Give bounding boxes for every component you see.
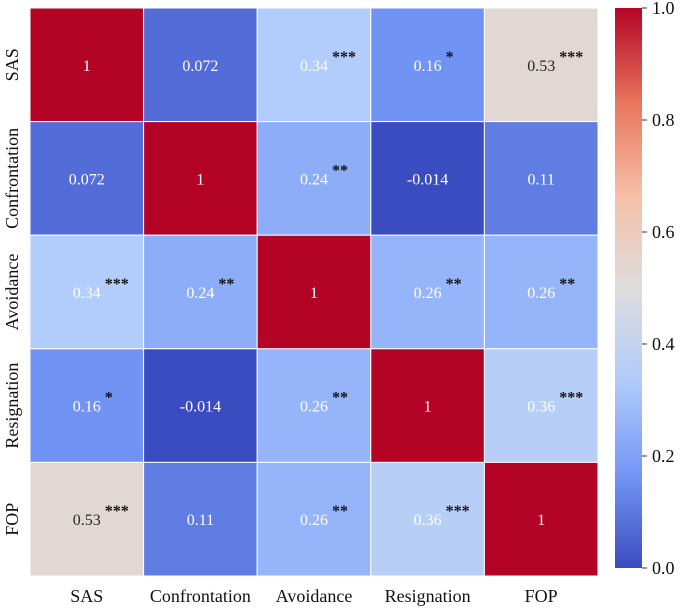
cell-value-label: 1 <box>310 285 318 302</box>
significance-stars: ** <box>218 276 234 293</box>
cell-value-label: -0.014 <box>407 171 448 188</box>
significance-stars: *** <box>105 276 129 293</box>
heatmap-cell-1-0 <box>29 121 145 236</box>
cell-value-label: 0.26 <box>300 512 328 529</box>
cell-value-label: 0.072 <box>69 171 105 188</box>
heatmap-cell-4-0 <box>29 461 145 577</box>
x-tick-label: SAS <box>70 586 103 606</box>
heatmap-cell-4-1 <box>143 461 258 577</box>
heatmap-cell-0-4 <box>483 7 599 123</box>
heatmap-cell-3-2 <box>256 348 372 463</box>
significance-stars: *** <box>559 390 583 407</box>
colorbar-tick-label: 0.2 <box>652 446 675 466</box>
heatmap-cell-3-3 <box>370 348 485 463</box>
heatmap-cell-0-0 <box>29 7 145 123</box>
significance-stars: *** <box>446 503 470 520</box>
colorbar-gradient <box>615 8 642 568</box>
y-tick-label: SAS <box>2 48 22 81</box>
significance-stars: ** <box>332 162 348 179</box>
heatmap-cell-2-3 <box>370 234 485 350</box>
significance-stars: ** <box>446 276 462 293</box>
significance-stars: *** <box>332 49 356 66</box>
heatmap-cell-3-0 <box>29 348 145 463</box>
significance-stars: ** <box>559 276 575 293</box>
significance-stars: * <box>446 49 454 66</box>
cell-value-label: 0.11 <box>187 512 214 529</box>
cell-value-label: 1 <box>424 399 432 416</box>
y-tick-label: Avoidance <box>2 254 22 331</box>
cell-value-label: 0.53 <box>527 58 555 75</box>
x-axis-labels: SAS Confrontation Avoidance Resignation FOP <box>70 586 557 606</box>
colorbar: 0.0 0.2 0.4 0.6 0.8 1.0 <box>615 0 675 578</box>
cell-value-label: 0.26 <box>414 285 442 302</box>
heatmap-cell-3-4 <box>483 348 599 463</box>
cell-value-label: 1 <box>196 171 204 188</box>
cell-value-label: -0.014 <box>180 399 221 416</box>
colorbar-tick-label: 1.0 <box>652 0 675 18</box>
colorbar-tick-label: 0.6 <box>652 222 675 242</box>
cell-value-label: 0.072 <box>182 58 218 75</box>
cell-value-label: 1 <box>537 512 545 529</box>
cell-value-label: 0.36 <box>527 399 555 416</box>
y-axis-labels: SAS Confrontation Avoidance Resignation FOP <box>2 48 22 535</box>
cell-value-label: 0.24 <box>186 285 214 302</box>
heatmap-cell-3-1 <box>143 348 258 463</box>
cell-value-label: 0.16 <box>73 399 101 416</box>
significance-stars: ** <box>332 390 348 407</box>
heatmap-cell-1-2 <box>256 121 372 236</box>
colorbar-tick-label: 0.4 <box>652 334 675 354</box>
y-tick-label: FOP <box>2 503 22 536</box>
x-tick-label: Resignation <box>385 586 471 606</box>
heatmap-cell-2-2 <box>256 234 372 350</box>
significance-stars: * <box>105 390 113 407</box>
heatmap-cell-1-4 <box>483 121 599 236</box>
cell-value-label: 0.24 <box>300 171 328 188</box>
y-tick-label: Confrontation <box>2 128 22 229</box>
heatmap-cell-0-2 <box>256 7 372 123</box>
cell-value-label: 0.34 <box>300 58 328 75</box>
heatmap-cell-0-3 <box>370 7 485 123</box>
heatmap-cell-4-2 <box>256 461 372 577</box>
significance-stars: ** <box>332 503 348 520</box>
cell-value-label: 0.26 <box>300 399 328 416</box>
cell-value-label: 0.16 <box>414 58 442 75</box>
significance-stars: *** <box>559 49 583 66</box>
significance-stars: *** <box>105 503 129 520</box>
x-tick-label: Avoidance <box>276 586 353 606</box>
x-tick-label: FOP <box>525 586 558 606</box>
heatmap-cell-0-1 <box>143 7 258 123</box>
colorbar-tick-label: 0.8 <box>652 110 675 130</box>
cell-value-label: 0.36 <box>414 512 442 529</box>
heatmap-cells: 1 0.072 0.34***0.16*0.53***0.072 1 0.24**-0.… <box>29 7 599 577</box>
cell-value-label: 0.26 <box>527 285 555 302</box>
y-tick-label: Resignation <box>2 363 22 449</box>
heatmap-cell-4-4 <box>483 461 599 577</box>
colorbar-tick-label: 0.0 <box>652 558 675 578</box>
cell-value-label: 0.53 <box>73 512 101 529</box>
heatmap-cell-2-4 <box>483 234 599 350</box>
heatmap-cell-2-1 <box>143 234 258 350</box>
x-tick-label: Confrontation <box>150 586 251 606</box>
cell-value-label: 0.34 <box>73 285 101 302</box>
cell-value-label: 0.11 <box>527 171 554 188</box>
cell-value-label: 1 <box>83 58 91 75</box>
